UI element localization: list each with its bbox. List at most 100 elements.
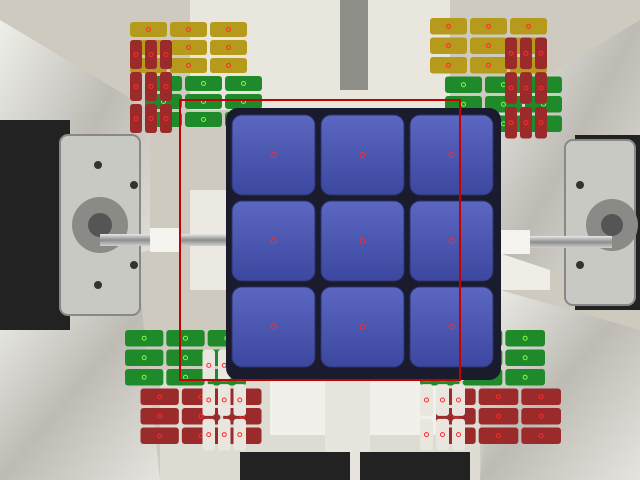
detection-box (179, 99, 461, 381)
motor-right (490, 135, 640, 310)
mirror-sticker-marker (186, 27, 191, 32)
mirror-sticker-marker (157, 413, 163, 419)
mirror-sticker-marker (526, 23, 531, 29)
mirror-sticker-marker (146, 27, 151, 32)
mirror-bottom-left (125, 330, 262, 451)
mirror-sticker-marker (133, 52, 139, 57)
mirror-sticker (223, 408, 262, 425)
mirror-sticker-marker (163, 52, 169, 57)
mirror-sticker (505, 106, 517, 139)
mirror-sticker (505, 72, 517, 104)
mirror-sticker (510, 18, 547, 35)
mirror-sticker (521, 388, 561, 405)
mirror-sticker-marker (522, 374, 528, 380)
mirror-sticker (130, 40, 142, 69)
mirror-sticker (430, 37, 467, 54)
mirror-sticker-marker (163, 116, 169, 121)
mirror-sticker-marker (201, 117, 206, 122)
sticker-marker (359, 152, 366, 158)
sticker (231, 114, 316, 196)
sticker-marker (270, 238, 277, 244)
mirror-sticker (505, 37, 517, 70)
mirror-sticker (478, 388, 519, 405)
mirror-sticker-marker (424, 432, 429, 438)
mirror-sticker (210, 40, 247, 55)
sticker (231, 200, 316, 282)
mirror-sticker (233, 418, 246, 451)
mirror-sticker-marker (148, 84, 154, 89)
mirror-sticker-marker (508, 50, 514, 56)
mirror-sticker (130, 104, 142, 133)
mirror-top-right (430, 18, 562, 139)
sticker-marker (448, 238, 455, 244)
mirror-sticker (166, 330, 205, 347)
mirror-sticker (505, 369, 545, 386)
mirror-sticker (166, 369, 205, 386)
mirror-sticker-marker (186, 45, 191, 50)
mirror-sticker (430, 57, 467, 74)
mirror-sticker (470, 57, 507, 74)
mirror-sticker (185, 112, 222, 127)
mirror-sticker (140, 427, 179, 444)
mirror-sticker-marker (186, 63, 191, 68)
mirror-sticker (525, 96, 562, 113)
sticker-marker (270, 324, 277, 330)
motor-bottom (240, 452, 350, 480)
motor-left (0, 120, 235, 330)
mirror-sticker (505, 349, 545, 366)
mirror-sticker (170, 22, 207, 37)
mirror-sticker-marker (523, 50, 529, 56)
sticker (231, 286, 316, 368)
sticker (409, 114, 494, 196)
mirror-sticker-marker (538, 433, 544, 439)
sticker (320, 200, 405, 282)
mirror-sticker-marker (508, 120, 514, 126)
mirror-top-left (130, 22, 262, 133)
mirror-sticker (520, 37, 532, 70)
mirror-sticker (130, 22, 167, 37)
mirror-sticker-marker (496, 413, 501, 419)
mirror-sticker-marker (523, 120, 529, 126)
breadboard (270, 375, 330, 435)
mirror-sticker-marker (148, 52, 154, 57)
mirror-sticker (535, 72, 547, 104)
mirror-sticker (160, 104, 172, 133)
mirror-sticker-marker (133, 84, 139, 89)
mirror-sticker (218, 384, 231, 416)
mirror-sticker (521, 427, 561, 444)
mirror-sticker-marker (241, 81, 246, 86)
mirror-sticker (225, 94, 262, 109)
mirror-sticker-marker (456, 397, 461, 403)
mirror-sticker-marker (206, 397, 212, 403)
mirror-sticker (535, 37, 547, 70)
color-markers (270, 152, 455, 330)
cube-front-face (226, 108, 501, 380)
mirror-sticker-marker (424, 397, 429, 403)
mirror-sticker-marker (440, 432, 445, 438)
mirror-sticker (233, 384, 246, 416)
mirror-sticker-marker (538, 413, 544, 419)
mirror-sticker (145, 72, 157, 101)
mirror-sticker (520, 106, 532, 139)
mirror-sticker-marker (221, 397, 227, 403)
mirror-sticker-marker (522, 335, 528, 341)
mirror-sticker (202, 418, 215, 451)
motor-bottom (360, 452, 470, 480)
mirror-sticker (470, 37, 507, 54)
mirror-sticker (478, 408, 519, 425)
mirror-sticker-marker (183, 355, 188, 361)
sticker-marker (448, 324, 455, 330)
mirror-sticker-marker (237, 432, 243, 438)
mirror-sticker-marker (148, 116, 154, 121)
mirror-sticker-marker (141, 355, 147, 361)
mirror-sticker (478, 427, 519, 444)
mirror-sticker-marker (446, 62, 451, 68)
mirror-sticker (185, 94, 222, 109)
mirror-sticker (125, 369, 164, 386)
mirror-sticker (430, 18, 467, 35)
mirror-sticker (452, 384, 465, 416)
mirror-sticker (125, 330, 164, 347)
mirror-sticker-marker (538, 50, 544, 56)
mirror-sticker-marker (501, 101, 506, 107)
